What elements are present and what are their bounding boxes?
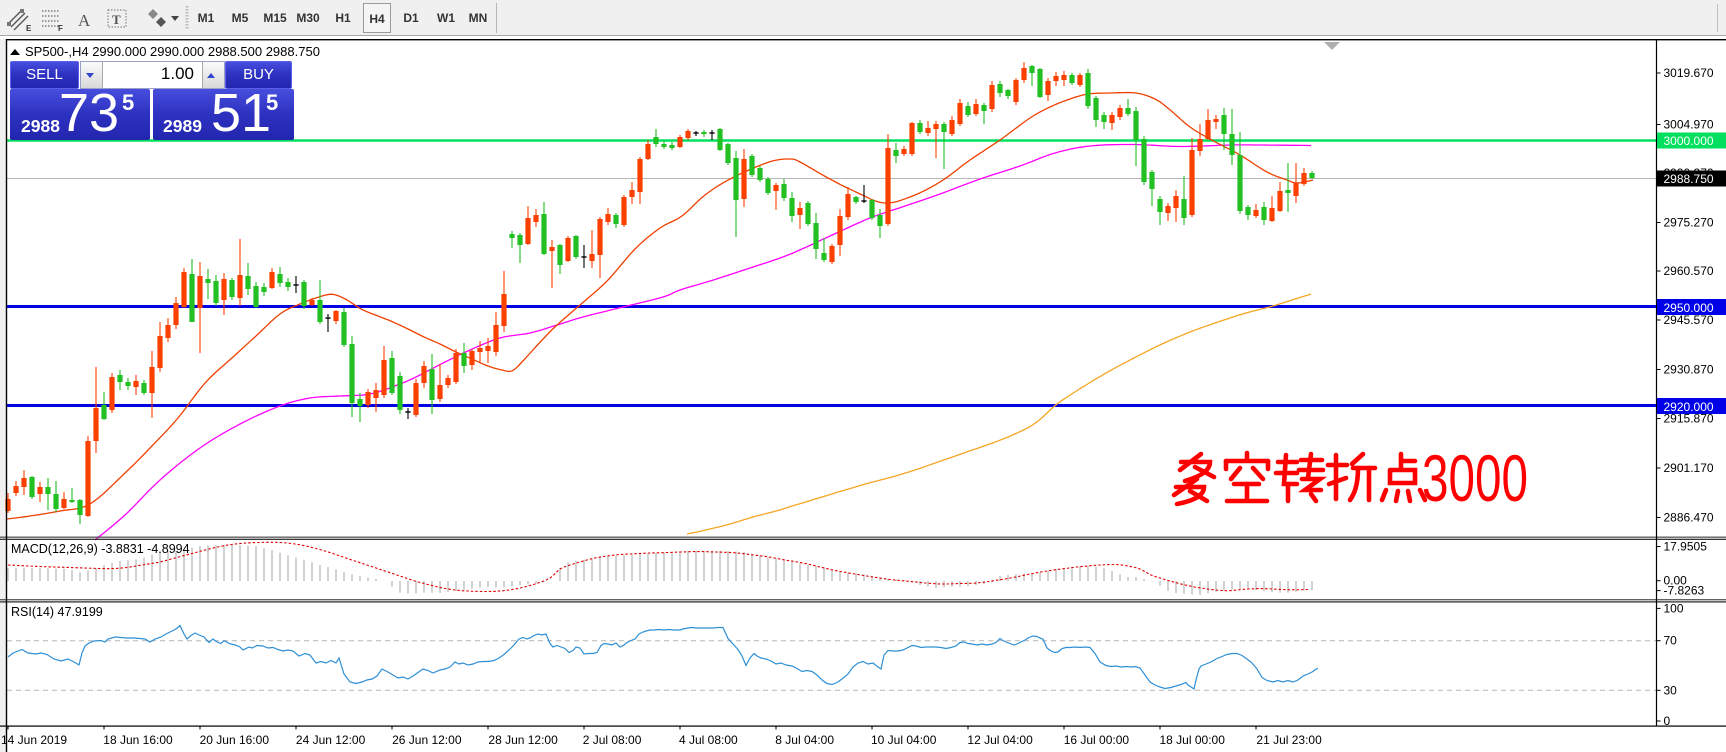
svg-text:16 Jul 00:00: 16 Jul 00:00 — [1064, 733, 1130, 747]
svg-text:18 Jun 16:00: 18 Jun 16:00 — [103, 733, 173, 747]
svg-text:3000: 3000 — [1422, 441, 1528, 515]
svg-text:2975.270: 2975.270 — [1664, 216, 1714, 230]
svg-text:MACD(12,26,9) -3.8831 -4.8994: MACD(12,26,9) -3.8831 -4.8994 — [11, 542, 190, 556]
svg-text:2988.750: 2988.750 — [1664, 172, 1714, 186]
svg-text:12 Jul 04:00: 12 Jul 04:00 — [967, 733, 1033, 747]
svg-text:2 Jul 08:00: 2 Jul 08:00 — [583, 733, 642, 747]
svg-text:10 Jul 04:00: 10 Jul 04:00 — [871, 733, 937, 747]
svg-text:-7.8263: -7.8263 — [1664, 584, 1705, 598]
svg-text:20 Jun 16:00: 20 Jun 16:00 — [200, 733, 270, 747]
svg-text:21 Jul 23:00: 21 Jul 23:00 — [1256, 733, 1322, 747]
svg-text:17.9505: 17.9505 — [1664, 540, 1708, 554]
svg-text:18 Jul 00:00: 18 Jul 00:00 — [1160, 733, 1226, 747]
svg-text:2945.570: 2945.570 — [1664, 313, 1714, 327]
svg-text:8 Jul 04:00: 8 Jul 04:00 — [775, 733, 834, 747]
svg-text:30: 30 — [1664, 683, 1678, 697]
svg-text:24 Jun 12:00: 24 Jun 12:00 — [296, 733, 366, 747]
svg-text:3000.000: 3000.000 — [1664, 134, 1714, 148]
svg-text:F: F — [58, 24, 63, 33]
svg-text:100: 100 — [1664, 601, 1684, 615]
svg-text:2930.870: 2930.870 — [1664, 363, 1714, 377]
svg-text:T: T — [112, 12, 121, 27]
svg-text:3019.670: 3019.670 — [1664, 66, 1714, 80]
svg-text:2950.000: 2950.000 — [1664, 301, 1714, 315]
svg-text:E: E — [26, 24, 32, 33]
svg-text:70: 70 — [1664, 634, 1678, 648]
svg-text:4 Jul 08:00: 4 Jul 08:00 — [679, 733, 738, 747]
svg-text:3004.970: 3004.970 — [1664, 118, 1714, 132]
svg-text:A: A — [78, 11, 91, 30]
svg-text:RSI(14) 47.9199: RSI(14) 47.9199 — [11, 605, 103, 619]
svg-text:28 Jun 12:00: 28 Jun 12:00 — [488, 733, 558, 747]
svg-text:0.00: 0.00 — [1664, 574, 1688, 588]
svg-text:2901.170: 2901.170 — [1664, 461, 1714, 475]
svg-text:2915.870: 2915.870 — [1664, 412, 1714, 426]
svg-text:2886.470: 2886.470 — [1664, 511, 1714, 525]
svg-text:2920.000: 2920.000 — [1664, 400, 1714, 414]
svg-text:26 Jun 12:00: 26 Jun 12:00 — [392, 733, 462, 747]
svg-text:2960.570: 2960.570 — [1664, 264, 1714, 278]
svg-text:14 Jun 2019: 14 Jun 2019 — [1, 733, 67, 747]
svg-text:SP500-,H4 2990.000 2990.000 2: SP500-,H4 2990.000 2990.000 2988.500 298… — [25, 44, 320, 59]
svg-text:0: 0 — [1664, 714, 1671, 728]
